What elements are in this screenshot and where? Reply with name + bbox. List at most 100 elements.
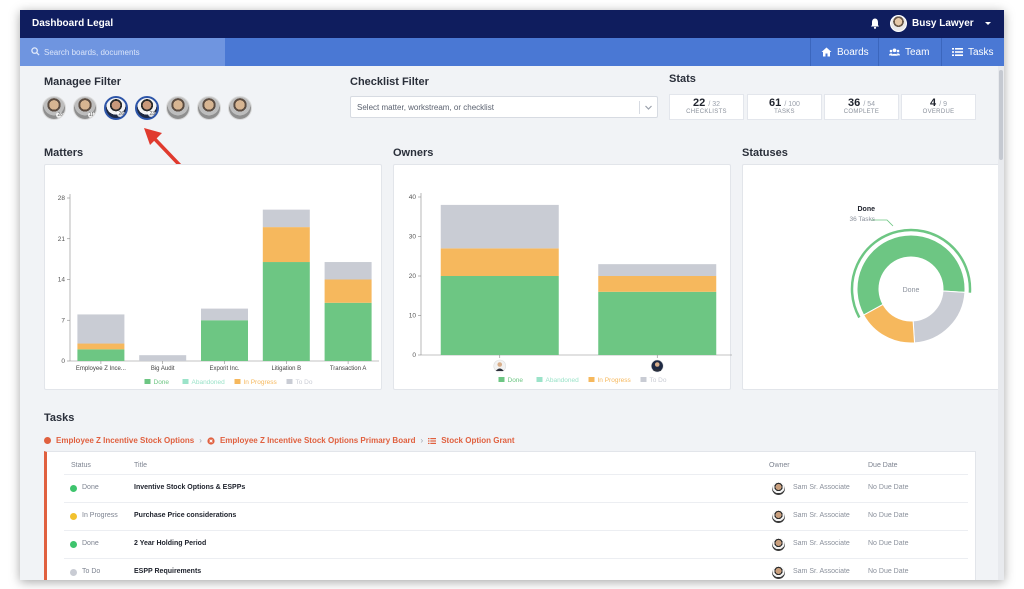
stat-total: / 32	[708, 101, 720, 108]
managee-avatar[interactable]	[166, 96, 190, 120]
stat-card[interactable]: 36 / 54 COMPLETE	[824, 94, 899, 120]
stat-card[interactable]: 22 / 32 CHECKLISTS	[669, 94, 744, 120]
bar-segment[interactable]	[262, 227, 310, 263]
managee-avatar[interactable]: 11	[73, 96, 97, 120]
task-due-date: No Due Date	[868, 484, 909, 491]
breadcrumb: Employee Z Incentive Stock Options › Emp…	[44, 436, 515, 445]
column-header-status[interactable]: Status	[71, 462, 91, 469]
bar-segment[interactable]	[440, 248, 559, 276]
callout-line	[871, 219, 894, 227]
scrollbar[interactable]	[998, 66, 1004, 580]
breadcrumb-matter[interactable]: Employee Z Incentive Stock Options	[56, 436, 195, 445]
legend-swatch	[588, 377, 595, 382]
bar-segment[interactable]	[201, 320, 248, 361]
statuses-chart: Done Done 36 Tasks	[849, 206, 972, 344]
bar-segment[interactable]	[324, 279, 372, 303]
managee-avatar[interactable]	[228, 96, 252, 120]
bar-segment[interactable]	[324, 302, 372, 361]
stat-card[interactable]: 61 / 100 TASKS	[747, 94, 822, 120]
search-input[interactable]	[44, 44, 219, 60]
nav-boards-button[interactable]: Boards	[810, 38, 879, 66]
task-title[interactable]: 2 Year Holding Period	[134, 540, 207, 547]
legend-label[interactable]: Done	[508, 377, 524, 384]
table-row[interactable]: To Do ESPP Requirements Sam Sr. Associate N…	[64, 558, 968, 580]
legend-swatch	[640, 377, 647, 382]
column-header-due-date[interactable]: Due Date	[868, 462, 898, 469]
bar-segment[interactable]	[598, 264, 717, 276]
donut-slice[interactable]	[856, 234, 966, 316]
nav-boards-label: Boards	[837, 46, 869, 58]
legend-label[interactable]: In Progress	[244, 379, 278, 386]
donut-slice[interactable]	[863, 303, 916, 344]
select-divider	[639, 101, 640, 114]
owner-avatar	[772, 538, 785, 551]
legend-label[interactable]: Abandoned	[546, 377, 580, 384]
bar-segment[interactable]	[77, 349, 125, 361]
home-icon	[821, 47, 832, 57]
user-name[interactable]: Busy Lawyer	[912, 18, 974, 29]
task-owner: Sam Sr. Associate	[793, 484, 850, 491]
managee-avatar[interactable]	[197, 96, 221, 120]
breadcrumb-board[interactable]: Employee Z Incentive Stock Options Prima…	[219, 436, 416, 445]
bar-segment[interactable]	[77, 343, 125, 350]
stat-card[interactable]: 4 / 9 OVERDUE	[901, 94, 976, 120]
bar-segment[interactable]	[139, 355, 187, 361]
bar-segment[interactable]	[598, 276, 717, 292]
user-menu-caret-icon[interactable]	[985, 22, 991, 25]
owner-avatar-icon[interactable]	[650, 359, 664, 373]
x-tick-label: Transaction A	[330, 366, 366, 372]
nav-team-button[interactable]: Team	[878, 38, 939, 66]
checklist-filter-title: Checklist Filter	[350, 76, 429, 88]
donut-highlight-arc	[850, 228, 972, 319]
table-row[interactable]: In Progress Purchase Price considerations…	[64, 502, 968, 530]
managee-avatar[interactable]: 26	[104, 96, 128, 120]
callout-label: Done	[858, 206, 876, 213]
stat-total: / 100	[784, 101, 800, 108]
users-icon	[889, 48, 900, 56]
status-dot-icon	[70, 541, 77, 548]
app-title[interactable]: Dashboard Legal	[32, 18, 114, 29]
scrollbar-thumb[interactable]	[999, 70, 1003, 160]
checklist-select[interactable]: Select matter, workstream, or checklist	[350, 96, 658, 118]
bar-segment[interactable]	[201, 308, 248, 321]
bar-segment[interactable]	[262, 262, 310, 361]
user-avatar[interactable]	[890, 15, 907, 32]
managee-task-count: 26	[117, 111, 125, 117]
bar-segment[interactable]	[77, 314, 125, 344]
column-header-owner[interactable]: Owner	[769, 462, 790, 469]
bar-segment[interactable]	[324, 262, 372, 280]
nav-tasks-button[interactable]: Tasks	[941, 38, 1004, 66]
managee-task-count: 23	[148, 111, 156, 117]
x-tick-label: Employee Z Ince...	[76, 366, 126, 372]
breadcrumb-checklist[interactable]: Stock Option Grant	[441, 436, 515, 445]
legend-label[interactable]: To Do	[650, 377, 667, 384]
managee-avatar[interactable]: 23	[135, 96, 159, 120]
legend-label[interactable]: In Progress	[598, 377, 632, 384]
task-title[interactable]: Purchase Price considerations	[134, 512, 237, 519]
task-owner: Sam Sr. Associate	[793, 540, 850, 547]
y-tick-label: 30	[409, 234, 417, 241]
bell-icon[interactable]	[870, 18, 880, 29]
legend-label[interactable]: Done	[154, 379, 170, 386]
column-header-title[interactable]: Title	[134, 462, 147, 469]
table-row[interactable]: Done Inventive Stock Options & ESPPs Sam S…	[64, 474, 968, 502]
bar-segment[interactable]	[598, 291, 717, 355]
task-owner: Sam Sr. Associate	[793, 512, 850, 519]
donut-slice[interactable]	[912, 290, 966, 344]
bar-segment[interactable]	[440, 276, 559, 355]
x-tick-label: Litigation B	[271, 366, 301, 372]
bar-segment[interactable]	[262, 209, 310, 228]
task-title[interactable]: Inventive Stock Options & ESPPs	[134, 484, 246, 491]
breadcrumb-separator-icon: ›	[420, 436, 424, 445]
chevron-down-icon[interactable]	[644, 103, 653, 112]
task-owner: Sam Sr. Associate	[793, 568, 850, 575]
owner-avatar-icon[interactable]	[493, 359, 507, 373]
managee-avatar[interactable]: 28	[42, 96, 66, 120]
owners-chart-card: 0 10 20 30 40 Done Abandoned In Progress To Do	[393, 164, 736, 390]
stat-label: COMPLETE	[843, 109, 880, 115]
task-title[interactable]: ESPP Requirements	[134, 568, 202, 575]
legend-label[interactable]: Abandoned	[192, 379, 226, 386]
legend-label[interactable]: To Do	[296, 379, 313, 386]
bar-segment[interactable]	[440, 204, 559, 249]
table-row[interactable]: Done 2 Year Holding Period Sam Sr. Associa…	[64, 530, 968, 558]
